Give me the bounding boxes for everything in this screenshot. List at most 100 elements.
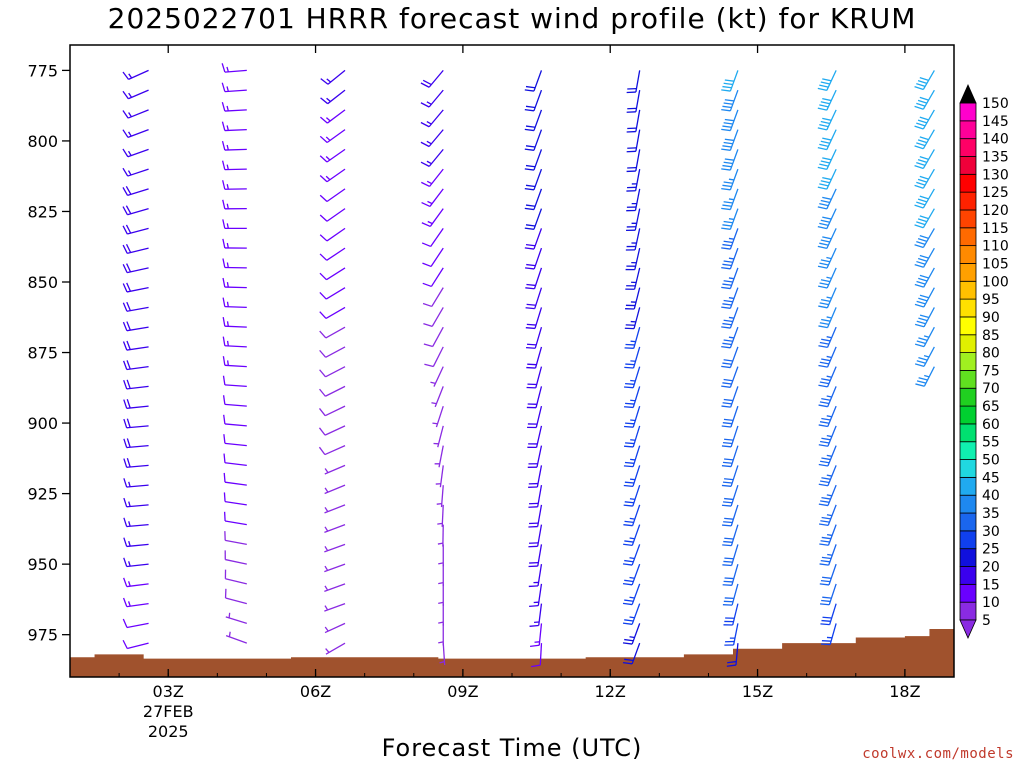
wind-barb: [527, 425, 543, 448]
colorbar-label: 100: [982, 274, 1009, 290]
wind-barb: [624, 307, 641, 330]
colorbar-segment: [959, 120, 977, 140]
wind-barb: [420, 129, 444, 148]
wind-barb: [421, 228, 444, 248]
wind-barb: [624, 405, 641, 428]
x-tick-label: 15Z: [742, 682, 773, 701]
wind-barb: [721, 465, 739, 487]
colorbar-label: 15: [982, 577, 1000, 593]
colorbar-segment: [959, 245, 977, 264]
wind-barb: [319, 129, 346, 143]
colorbar-max-triangle: [959, 84, 977, 104]
wind-barb: [531, 643, 543, 668]
wind-barb: [721, 484, 739, 507]
wind-barb: [123, 379, 149, 390]
wind-barb: [319, 227, 346, 242]
wind-barb: [324, 583, 346, 593]
wind-barb: [122, 301, 149, 312]
colorbar-label: 70: [982, 381, 1000, 397]
colorbar-label: 110: [982, 239, 1009, 255]
wind-barb: [528, 544, 543, 568]
y-tick-label: 800: [27, 132, 58, 151]
wind-barb: [528, 524, 543, 548]
wind-barb: [122, 340, 149, 351]
wind-barb: [818, 287, 837, 309]
wind-barb: [724, 623, 739, 646]
wind-barb: [122, 618, 149, 629]
wind-barb: [526, 366, 543, 389]
wind-barb: [528, 485, 543, 508]
wind-barb: [122, 89, 149, 100]
wind-barb: [820, 603, 837, 626]
wind-barb: [526, 326, 543, 349]
wind-barb: [319, 247, 346, 261]
wind-barb: [221, 102, 247, 112]
wind-barb: [221, 160, 247, 171]
wind-barb: [222, 219, 247, 230]
y-tick-label: 975: [27, 626, 58, 645]
wind-barb: [721, 247, 739, 270]
colorbar-label: 40: [982, 488, 1000, 504]
colorbar-segment: [959, 583, 977, 603]
wind-barb: [528, 504, 543, 528]
colorbar-label: 75: [982, 363, 1000, 379]
wind-barb: [421, 188, 444, 208]
x-tick-label: 03Z: [153, 682, 184, 701]
y-tick-label: 950: [27, 555, 58, 574]
wind-barb: [817, 188, 837, 210]
wind-barb: [721, 366, 739, 388]
wind-barb: [319, 208, 346, 222]
wind-barb: [422, 267, 444, 288]
wind-barb: [438, 623, 444, 646]
wind-barb: [222, 180, 247, 190]
colorbar-label: 80: [982, 346, 1000, 362]
wind-barb: [623, 445, 641, 468]
colorbar-segment: [959, 494, 977, 514]
wind-barb: [722, 544, 739, 567]
wind-barb: [622, 544, 641, 566]
wind-barb: [818, 307, 837, 329]
wind-barb: [721, 326, 739, 349]
wind-barb: [324, 543, 346, 553]
wind-barb: [914, 109, 935, 130]
wind-barb: [221, 82, 247, 93]
wind-barb: [726, 643, 739, 667]
wind-barb: [625, 267, 641, 290]
wind-barb: [319, 168, 346, 183]
wind-barb: [123, 557, 149, 568]
colorbar-segment: [959, 227, 977, 247]
wind-barb: [622, 623, 641, 645]
wind-barb: [624, 326, 641, 349]
colorbar-segment: [959, 405, 977, 425]
wind-barb: [623, 425, 641, 448]
terrain-layer: [70, 629, 954, 677]
wind-barb: [320, 89, 346, 105]
colorbar-label: 120: [982, 203, 1009, 219]
wind-barb: [437, 504, 444, 527]
colorbar-segment: [959, 263, 977, 282]
wind-barb: [623, 524, 641, 547]
x-tick-label: 18Z: [889, 682, 920, 701]
wind-barb: [914, 228, 935, 249]
wind-barb: [319, 306, 346, 320]
colorbar-segment: [959, 316, 977, 336]
wind-barb: [319, 346, 346, 358]
chart-title: 2025022701 HRRR forecast wind profile (k…: [107, 2, 917, 35]
wind-barb: [527, 405, 543, 429]
wind-barb: [914, 247, 935, 268]
wind-barb: [420, 89, 444, 108]
wind-barb: [324, 603, 346, 612]
colorbar-segment: [959, 191, 977, 211]
wind-barb: [818, 326, 837, 349]
wind-barb: [623, 465, 641, 487]
wind-barb: [437, 524, 444, 547]
colorbar-segment: [959, 441, 977, 460]
colorbar-label: 30: [982, 524, 1000, 540]
wind-barb: [914, 267, 935, 288]
wind-barb: [122, 639, 149, 650]
colorbar-segment: [959, 102, 977, 122]
wind-barb: [721, 405, 739, 428]
colorbar-segment: [959, 459, 977, 478]
wind-barb: [224, 550, 247, 565]
